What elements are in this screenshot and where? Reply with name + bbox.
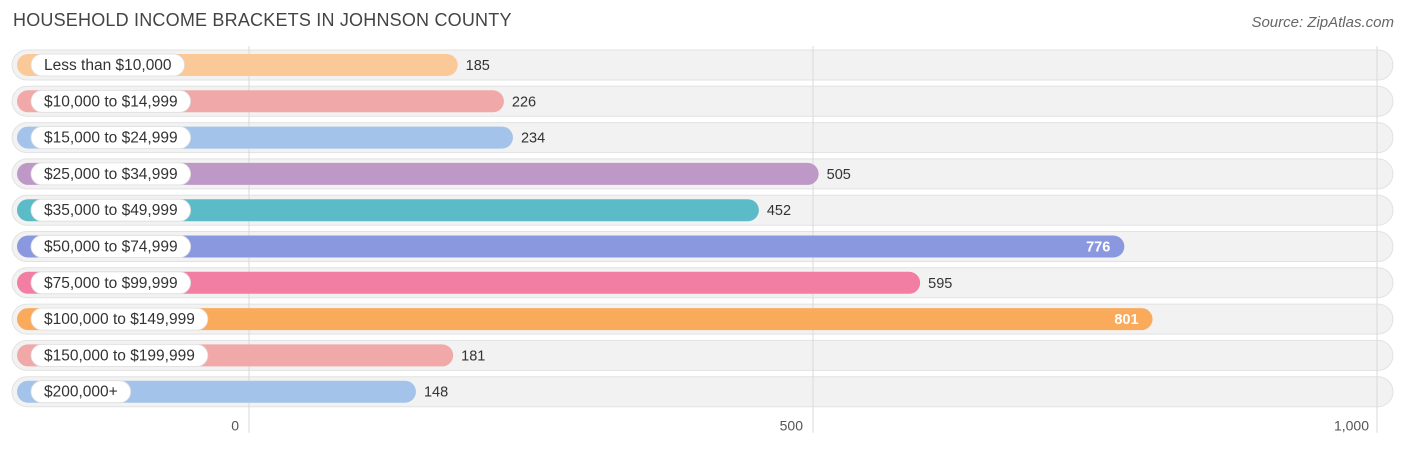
value-label: 226 xyxy=(512,94,536,110)
category-pill xyxy=(30,162,192,186)
category-label: $10,000 to $14,999 xyxy=(44,93,178,110)
category-label: $50,000 to $74,999 xyxy=(44,239,178,256)
bar xyxy=(17,162,819,185)
value-label: 181 xyxy=(461,348,485,364)
x-tick-label: 500 xyxy=(780,418,804,434)
category-label: $100,000 to $149,999 xyxy=(44,311,195,328)
value-label: 595 xyxy=(928,276,952,292)
category-pill xyxy=(30,89,192,113)
category-pill xyxy=(30,307,209,331)
bar xyxy=(17,271,921,294)
category-pill xyxy=(30,380,132,404)
category-pill xyxy=(30,53,185,77)
category-pill xyxy=(30,198,192,222)
value-label: 148 xyxy=(424,385,448,401)
value-label: 234 xyxy=(521,131,545,147)
value-label: 185 xyxy=(466,58,490,74)
x-tick-label: 0 xyxy=(231,418,239,434)
value-label: 776 xyxy=(1086,240,1110,256)
x-tick-label: 1,000 xyxy=(1334,418,1369,434)
source-label: Source: ZipAtlas.com xyxy=(1251,14,1394,31)
value-label: 505 xyxy=(827,167,851,183)
value-label: 452 xyxy=(767,203,791,219)
value-label: 801 xyxy=(1114,312,1138,328)
bar-rows: Less than $10,000 185 $10,000 to $14,999 22… xyxy=(17,53,1153,404)
category-label: $35,000 to $49,999 xyxy=(44,202,178,219)
category-label: $200,000+ xyxy=(44,384,118,401)
category-label: $25,000 to $34,999 xyxy=(44,166,178,183)
x-axis: 0 500 1,000 xyxy=(231,418,1369,434)
bar xyxy=(17,308,1153,331)
category-label: Less than $10,000 xyxy=(44,57,172,74)
chart-title: HOUSEHOLD INCOME BRACKETS IN JOHNSON COU… xyxy=(13,10,512,30)
category-pill xyxy=(30,126,192,149)
category-pill xyxy=(30,235,192,258)
category-pill xyxy=(30,271,192,295)
bar xyxy=(17,235,1125,258)
category-label: $75,000 to $99,999 xyxy=(44,275,178,292)
category-label: $15,000 to $24,999 xyxy=(44,130,178,147)
bar xyxy=(17,199,759,222)
category-pill xyxy=(30,343,209,367)
category-label: $150,000 to $199,999 xyxy=(44,347,195,364)
